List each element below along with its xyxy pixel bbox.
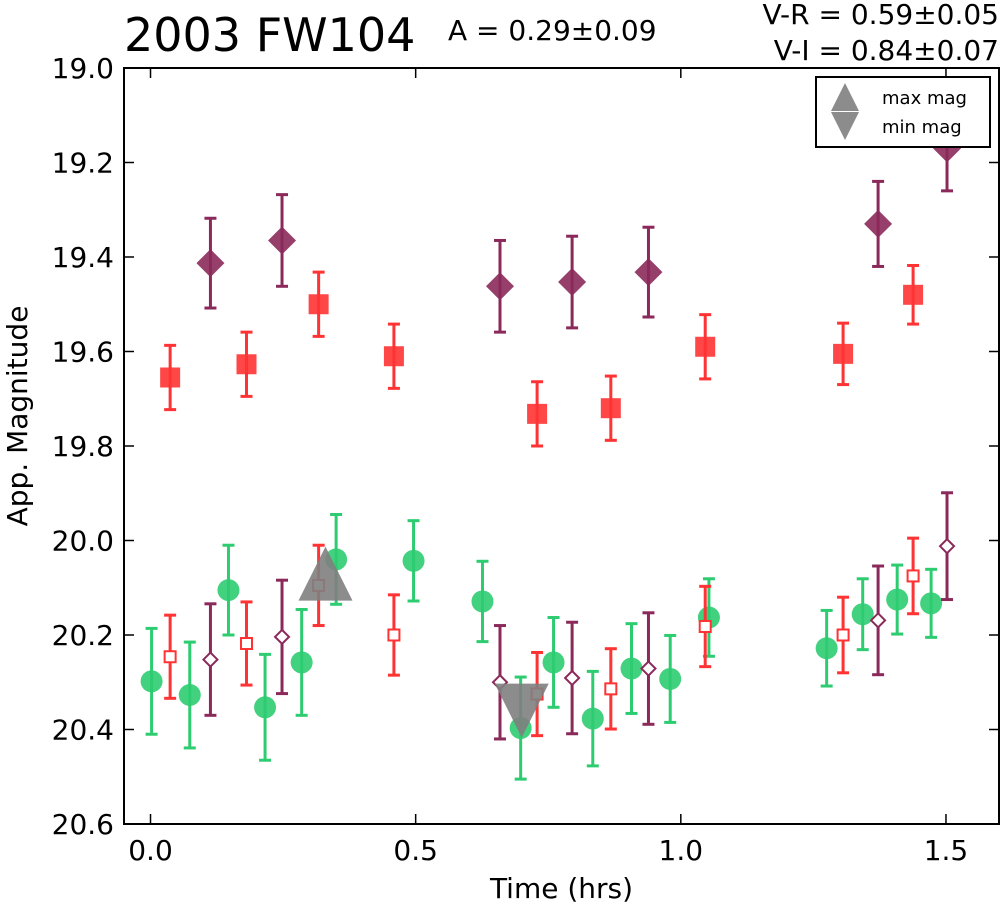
point-square-filled-6 xyxy=(695,336,716,357)
point-diamond-open-3 xyxy=(563,669,581,687)
x-axis-label: Time (hrs) xyxy=(489,872,633,904)
y-tick-label: 20.0 xyxy=(52,525,114,558)
y-tick-label: 20.4 xyxy=(52,714,114,747)
point-circle-filled-17 xyxy=(920,592,943,615)
point-diamond-open-6 xyxy=(938,537,956,555)
point-circle-filled-0 xyxy=(140,670,163,693)
x-tick-label: 0.5 xyxy=(393,834,438,867)
point-square-open-0 xyxy=(163,650,177,664)
legend-triangle-up-icon xyxy=(831,83,859,111)
point-diamond-open-5 xyxy=(869,611,887,629)
y-tick-label: 19.6 xyxy=(52,336,114,369)
triangle-up-extremum-marker xyxy=(298,546,353,601)
chart-title: 2003 FW104 xyxy=(124,8,416,62)
point-circle-filled-10 xyxy=(581,707,604,730)
point-square-filled-3 xyxy=(383,346,404,367)
point-circle-filled-2 xyxy=(217,579,240,602)
point-diamond-open-1 xyxy=(273,628,291,646)
legend-triangle-down-icon xyxy=(831,112,859,140)
point-square-filled-5 xyxy=(600,398,621,419)
point-circle-filled-11 xyxy=(620,657,643,680)
point-circle-filled-12 xyxy=(659,667,682,690)
y-tick-label: 20.2 xyxy=(52,619,114,652)
y-tick-label: 19.8 xyxy=(52,430,114,463)
legend-label-1: min mag xyxy=(882,117,962,138)
point-circle-filled-7 xyxy=(471,590,494,613)
color-index-vi-label: V-I = 0.84±0.07 xyxy=(773,34,999,67)
x-tick-label: 1.5 xyxy=(924,834,969,867)
y-tick-label: 20.6 xyxy=(52,808,114,841)
point-square-filled-2 xyxy=(308,294,329,315)
point-square-filled-7 xyxy=(833,343,854,364)
point-square-open-8 xyxy=(906,569,920,583)
y-tick-label: 19.0 xyxy=(52,52,114,85)
point-square-open-6 xyxy=(698,619,712,633)
point-square-filled-4 xyxy=(527,403,548,424)
point-circle-filled-16 xyxy=(886,588,909,611)
point-square-open-7 xyxy=(836,628,850,642)
point-square-filled-8 xyxy=(903,284,924,305)
point-circle-filled-4 xyxy=(290,651,313,674)
triangle-down-extremum-marker xyxy=(494,683,549,738)
point-circle-filled-3 xyxy=(254,696,277,719)
point-diamond-filled-4 xyxy=(634,258,663,287)
point-diamond-filled-0 xyxy=(196,249,225,278)
point-diamond-filled-1 xyxy=(268,226,297,255)
point-diamond-filled-5 xyxy=(864,209,893,238)
y-axis-label: App. Magnitude xyxy=(1,306,34,527)
point-circle-filled-6 xyxy=(402,549,425,572)
point-diamond-open-0 xyxy=(202,651,219,668)
point-square-open-5 xyxy=(604,682,618,696)
point-diamond-open-4 xyxy=(640,660,657,677)
y-tick-label: 19.2 xyxy=(52,147,114,180)
point-square-open-3 xyxy=(387,628,401,642)
point-square-filled-0 xyxy=(160,367,181,388)
x-tick-label: 1.0 xyxy=(659,834,704,867)
point-square-open-1 xyxy=(240,637,253,651)
point-diamond-filled-3 xyxy=(558,268,587,297)
point-circle-filled-14 xyxy=(815,637,838,660)
point-circle-filled-9 xyxy=(542,651,565,674)
legend-label-0: max mag xyxy=(882,88,967,109)
point-square-filled-1 xyxy=(236,354,257,375)
color-index-vr-label: V-R = 0.59±0.05 xyxy=(762,0,999,31)
x-tick-label: 0.0 xyxy=(128,834,173,867)
point-diamond-filled-2 xyxy=(485,272,514,301)
point-circle-filled-1 xyxy=(178,684,201,707)
amplitude-label: A = 0.29±0.09 xyxy=(448,14,657,47)
point-circle-filled-15 xyxy=(851,603,874,626)
y-tick-label: 19.4 xyxy=(52,241,114,274)
